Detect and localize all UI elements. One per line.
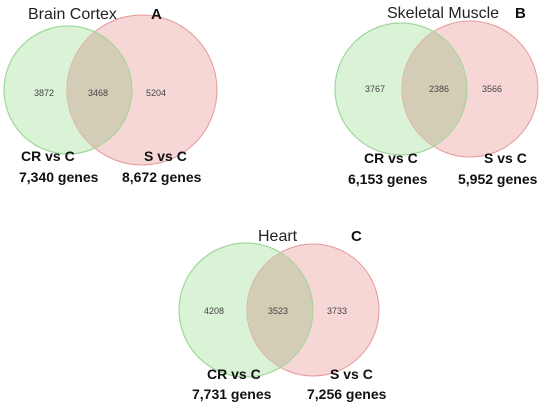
label-s-vs-c: S vs C	[484, 150, 527, 166]
count-cr-only: 3767	[365, 84, 385, 94]
panel-title: Skeletal Muscle	[387, 5, 499, 22]
label-cr-vs-c: CR vs C	[21, 148, 75, 164]
panel-brain-cortex: Brain Cortex A 3872 3468 5204 CR vs C 7,…	[3, 6, 218, 185]
panel-letter: C	[351, 228, 362, 245]
count-s-only: 3566	[482, 84, 502, 94]
total-cr-vs-c: 7,340 genes	[19, 169, 99, 185]
total-s-vs-c: 7,256 genes	[307, 386, 387, 402]
total-cr-vs-c: 6,153 genes	[348, 171, 428, 187]
venn-circle-cr-vs-c-outline	[178, 242, 314, 378]
panel-skeletal-muscle: Skeletal Muscle B 3767 2386 3566 CR vs C…	[334, 5, 539, 187]
count-cr-only: 4208	[204, 306, 224, 316]
panel-title: Heart	[258, 228, 298, 245]
venn-overlap-region	[247, 244, 313, 376]
panel-title: Brain Cortex	[28, 6, 117, 23]
label-s-vs-c: S vs C	[144, 148, 187, 164]
count-s-only: 3733	[327, 306, 347, 316]
panel-letter: B	[515, 5, 526, 22]
venn-overlap-region	[402, 23, 467, 155]
venn-circle-cr-vs-c-outline	[334, 22, 468, 156]
total-s-vs-c: 5,952 genes	[458, 171, 538, 187]
label-cr-vs-c: CR vs C	[207, 366, 261, 382]
label-cr-vs-c: CR vs C	[364, 150, 418, 166]
panel-heart: Heart C 4208 3523 3733 CR vs C 7,731 gen…	[178, 228, 387, 402]
venn-overlap-region	[67, 26, 132, 154]
count-overlap: 2386	[429, 84, 449, 94]
total-s-vs-c: 8,672 genes	[122, 169, 202, 185]
panel-letter: A	[151, 6, 162, 23]
count-cr-only: 3872	[34, 88, 54, 98]
total-cr-vs-c: 7,731 genes	[192, 386, 272, 402]
venn-circle-cr-vs-c-outline	[3, 25, 133, 155]
count-overlap: 3468	[88, 88, 108, 98]
label-s-vs-c: S vs C	[330, 366, 373, 382]
count-s-only: 5204	[146, 88, 166, 98]
count-overlap: 3523	[268, 306, 288, 316]
